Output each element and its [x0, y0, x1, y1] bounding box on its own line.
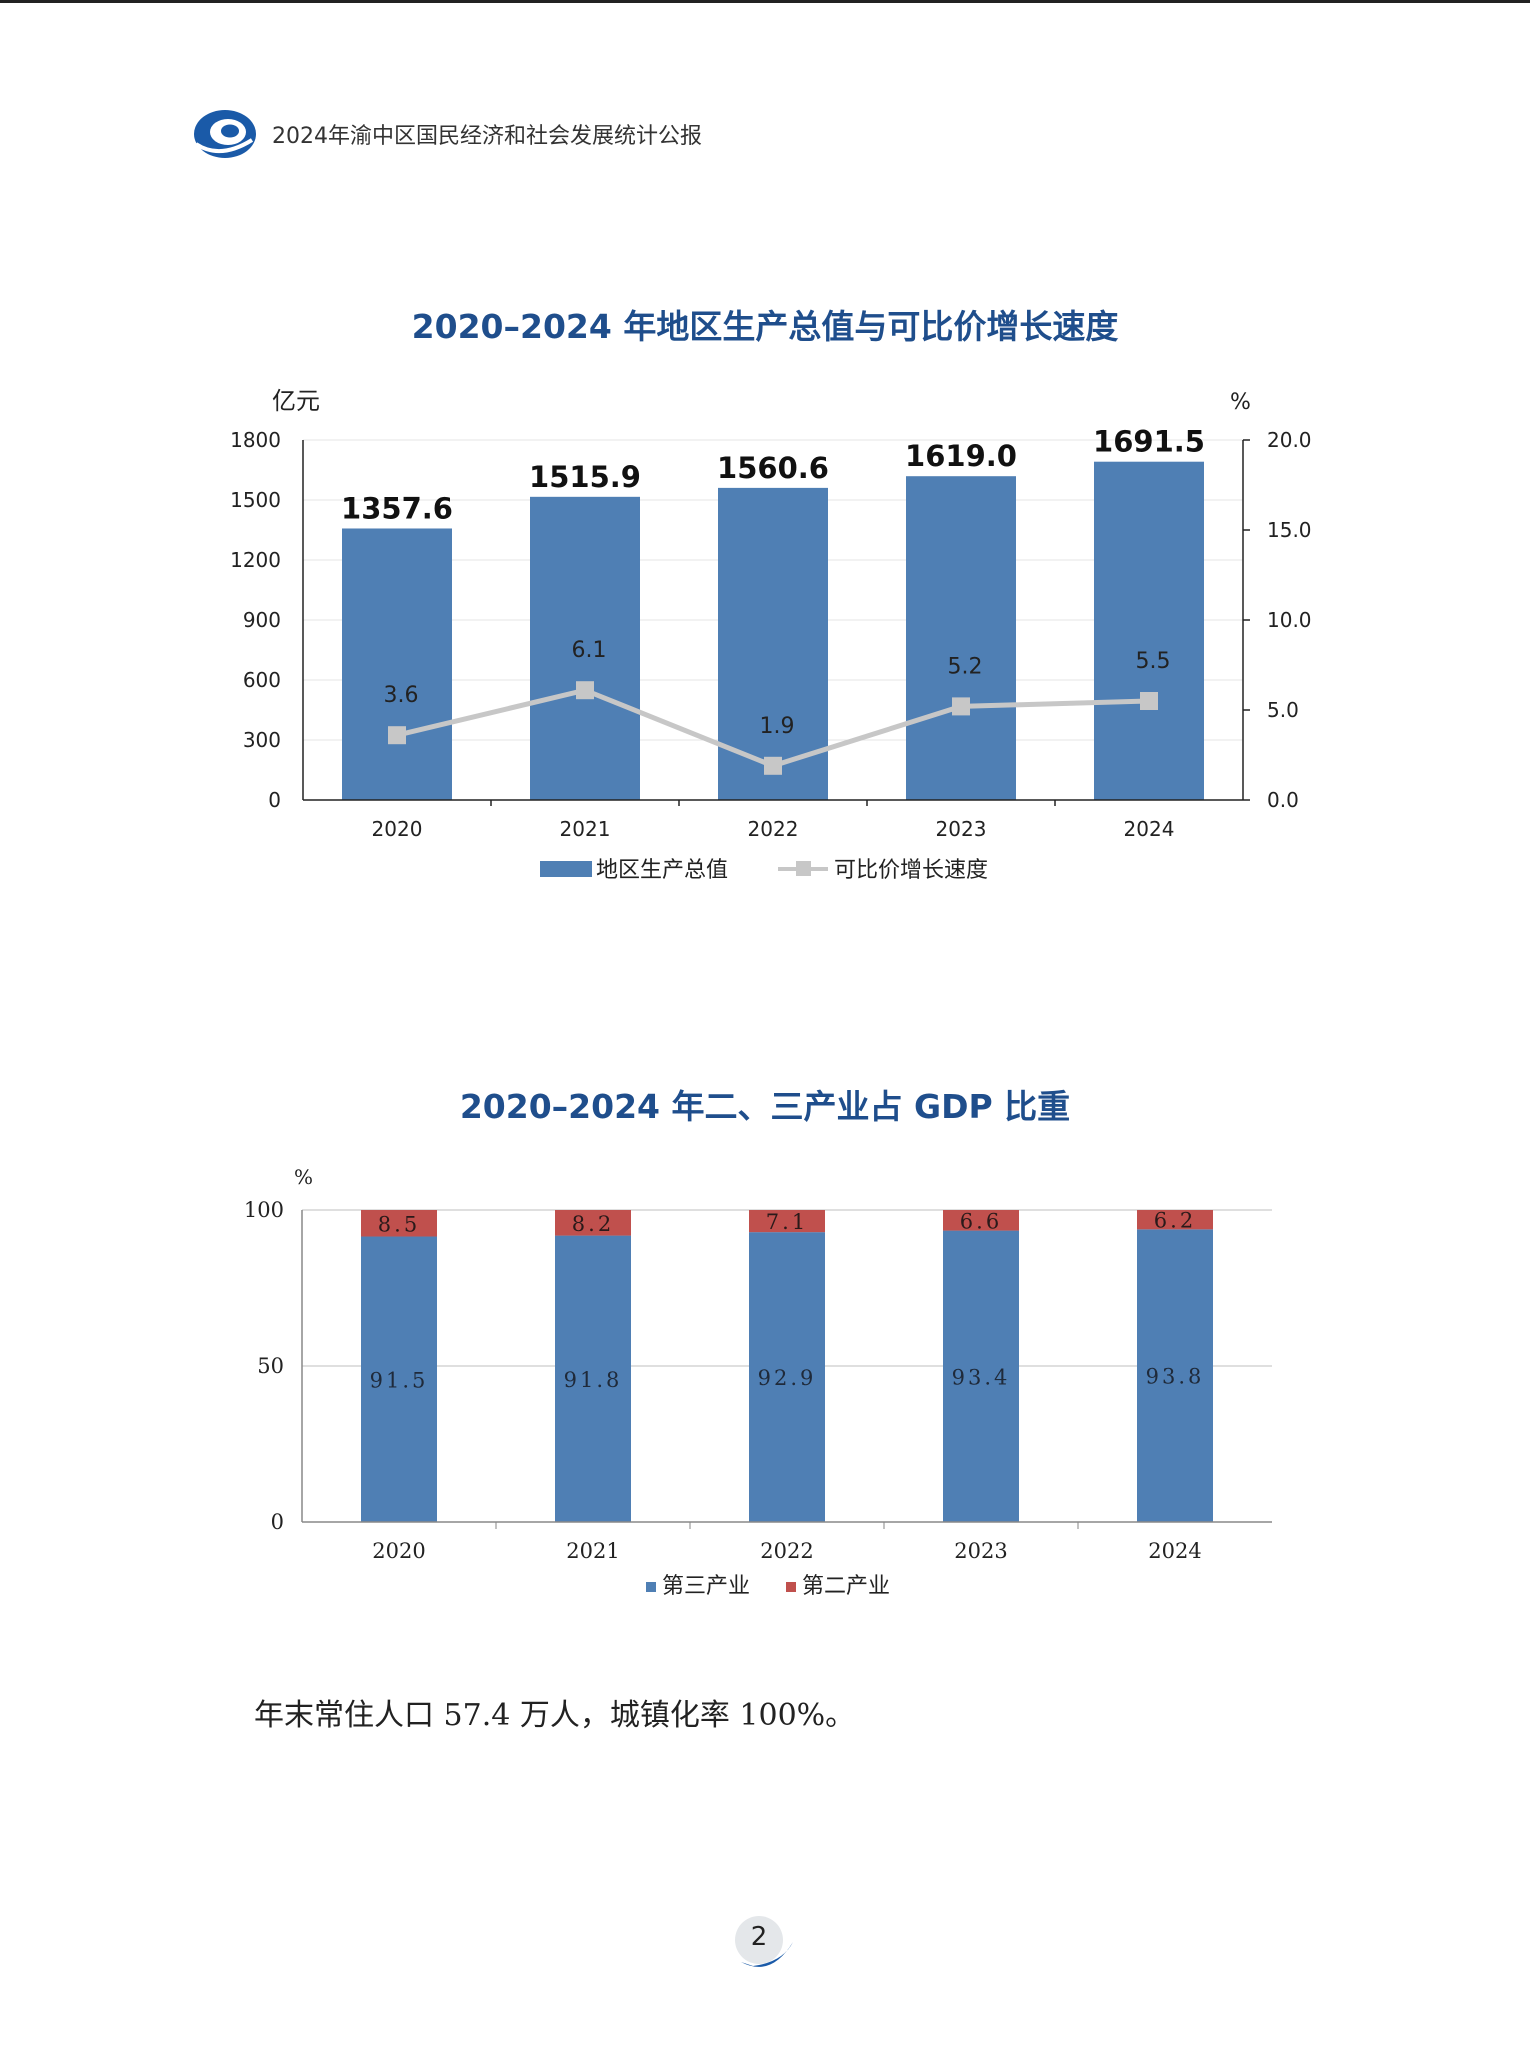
left-tick-label: 1500	[230, 488, 281, 512]
chart2-title: 2020–2024 年二、三产业占 GDP 比重	[459, 1087, 1071, 1126]
secondary-value-label: 8.5	[378, 1212, 420, 1236]
bar-value-label: 1515.9	[529, 460, 641, 494]
bar-tertiary-2022	[749, 1232, 825, 1522]
x-tick-label: 2024	[1148, 1539, 1201, 1563]
secondary-value-label: 6.6	[960, 1209, 1002, 1233]
x-tick-label: 2020	[372, 817, 423, 841]
bar-secondary-2023	[943, 1210, 1019, 1231]
bar-value-label: 1691.5	[1093, 425, 1205, 459]
legend-swatch-gdp	[540, 861, 592, 877]
bar-gdp-2022	[718, 487, 828, 800]
secondary-value-label: 6.2	[1154, 1209, 1196, 1233]
bar-gdp-2023	[906, 476, 1016, 800]
bar-secondary-2020	[361, 1210, 437, 1237]
chart1-title: 2020–2024 年地区生产总值与可比价增长速度	[411, 307, 1119, 346]
chart1-axes: 0 300 600 900 1200 1500 1800 0.0 5.0 10.0 15.0 20.0…	[230, 428, 1311, 841]
chart2-legend: 第三产业 第二产业	[646, 1574, 890, 1599]
legend-marker-growth	[796, 861, 811, 876]
bar-tertiary-2020	[361, 1236, 437, 1522]
legend-label-gdp: 地区生产总值	[596, 858, 728, 883]
bar-gdp-2021	[530, 496, 640, 800]
bar-gdp-2020	[342, 528, 452, 800]
x-tick-label: 2024	[1124, 817, 1175, 841]
right-tick-label: 15.0	[1267, 518, 1312, 542]
page-number: 2	[750, 1922, 768, 1952]
tertiary-value-label: 93.4	[952, 1365, 1011, 1389]
x-tick-label: 2020	[372, 1539, 425, 1563]
chart1-right-axis-label: %	[1230, 390, 1251, 415]
chart1-growth-line	[388, 681, 1158, 775]
x-tick-label: 2021	[566, 1539, 619, 1563]
page-header: 2024年渝中区国民经济和社会发展统计公报	[190, 104, 702, 164]
growth-value-label: 1.9	[760, 714, 795, 739]
right-tick-label: 20.0	[1267, 428, 1312, 452]
bar-gdp-2024	[1094, 461, 1204, 800]
x-tick-label: 2022	[748, 817, 799, 841]
right-tick-label: 10.0	[1267, 608, 1312, 632]
growth-value-label: 6.1	[572, 638, 607, 663]
top-rule	[0, 0, 1530, 3]
x-tick-label: 2023	[936, 817, 987, 841]
y-tick-label: 100	[244, 1198, 284, 1222]
left-tick-label: 0	[268, 788, 281, 812]
growth-value-label: 5.5	[1136, 649, 1171, 674]
x-tick-label: 2021	[560, 817, 611, 841]
left-tick-label: 900	[243, 608, 281, 632]
logo-icon	[194, 110, 256, 158]
legend-label-tertiary: 第三产业	[662, 1574, 750, 1599]
x-tick-label: 2022	[760, 1539, 813, 1563]
bar-tertiary-2024	[1137, 1229, 1213, 1522]
growth-marker-2022	[764, 756, 782, 775]
left-tick-label: 1200	[230, 548, 281, 572]
tertiary-value-label: 92.9	[758, 1366, 817, 1390]
bar-tertiary-2023	[943, 1230, 1019, 1522]
bar-value-label: 1357.6	[341, 491, 453, 525]
chart2-axis-label: %	[294, 1165, 313, 1189]
y-tick-label: 0	[271, 1510, 284, 1534]
chart1-left-axis-label: 亿元	[272, 387, 320, 415]
header-title: 2024年渝中区国民经济和社会发展统计公报	[272, 124, 702, 149]
chart2-labels: 91.5 8.5 91.8 8.2 92.9 7.1 93.4 6.6 93.8 6.2	[370, 1209, 1205, 1393]
page-number-badge: 2	[731, 1912, 799, 1972]
bar-secondary-2021	[555, 1210, 631, 1236]
bar-tertiary-2021	[555, 1235, 631, 1522]
right-tick-label: 5.0	[1267, 698, 1299, 722]
chart1-legend: 地区生产总值 可比价增长速度	[540, 858, 988, 883]
tertiary-value-label: 93.8	[1146, 1365, 1205, 1389]
left-tick-label: 1800	[230, 428, 281, 452]
gdp-growth-chart: 亿元 % 0 300 600 900 1200 1500 1800 0.0 5.0 10.0 15.…	[230, 387, 1311, 883]
legend-label-secondary: 第二产业	[802, 1574, 890, 1599]
bar-secondary-2022	[749, 1210, 825, 1233]
growth-value-label: 3.6	[384, 683, 419, 708]
growth-value-label: 5.2	[948, 654, 983, 679]
y-tick-label: 50	[257, 1354, 284, 1378]
bar-secondary-2024	[1137, 1210, 1213, 1230]
bar-value-label: 1619.0	[905, 439, 1017, 473]
bar-value-label: 1560.6	[717, 451, 829, 485]
right-tick-label: 0.0	[1267, 788, 1299, 812]
population-text: 年末常住人口 57.4 万人，城镇化率 100%。	[254, 1698, 856, 1733]
growth-marker-2024	[1140, 692, 1158, 710]
tertiary-value-label: 91.8	[564, 1368, 623, 1392]
growth-marker-2021	[576, 681, 594, 700]
legend-swatch-secondary	[786, 1582, 796, 1592]
growth-marker-2023	[952, 697, 970, 716]
chart1-labels: 1357.6 1515.9 1560.6 1619.0 1691.5 3.6 6.1 1.9 5…	[341, 425, 1205, 739]
tertiary-value-label: 91.5	[370, 1368, 429, 1392]
chart2-axes: 0 50 100 2020 2021 2022 2023 2024	[244, 1198, 1272, 1563]
left-tick-label: 600	[243, 668, 281, 692]
chart2-bars	[361, 1210, 1213, 1522]
secondary-value-label: 7.1	[766, 1210, 808, 1234]
legend-swatch-tertiary	[646, 1582, 656, 1592]
left-tick-label: 300	[243, 728, 281, 752]
x-tick-label: 2023	[954, 1539, 1007, 1563]
growth-marker-2020	[388, 726, 406, 745]
secondary-value-label: 8.2	[572, 1212, 614, 1236]
page-badge-icon	[735, 1916, 793, 1967]
industry-share-chart: % 0 50 100 2020 2021 2022 2023 2024 91.5 8.5 91.8…	[244, 1165, 1272, 1599]
chart1-bars	[342, 461, 1204, 800]
legend-label-growth: 可比价增长速度	[834, 858, 988, 883]
